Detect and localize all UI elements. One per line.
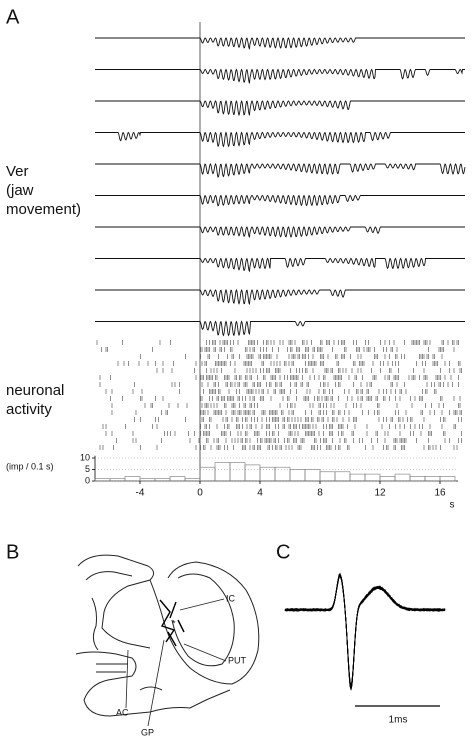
hist-bar bbox=[124, 476, 141, 482]
jaw-trace bbox=[95, 99, 465, 117]
hist-bar bbox=[169, 476, 186, 482]
asterisk: * bbox=[172, 618, 176, 628]
waveform bbox=[284, 573, 446, 691]
structure-label: PUT bbox=[228, 655, 247, 665]
x-tick-label: 8 bbox=[317, 488, 323, 499]
axis-label: (imp / 0.1 s) bbox=[6, 461, 54, 471]
hist-bar bbox=[424, 476, 441, 482]
structure-label: IC bbox=[226, 593, 236, 603]
y-tick-label: 10 bbox=[80, 452, 90, 462]
hist-bar bbox=[334, 471, 351, 482]
waveform bbox=[284, 573, 446, 690]
leader-lines bbox=[125, 598, 227, 727]
waveform bbox=[284, 575, 446, 686]
x-tick-label: 16 bbox=[434, 488, 446, 499]
jaw-trace bbox=[95, 37, 465, 50]
hist-bar bbox=[409, 476, 426, 482]
jaw-trace bbox=[95, 226, 465, 239]
y-tick-label: 5 bbox=[85, 464, 90, 474]
waveform bbox=[284, 573, 446, 688]
hist-bar bbox=[319, 471, 336, 482]
spike-waveforms bbox=[284, 572, 446, 691]
jaw-trace bbox=[95, 288, 465, 306]
hist-bar bbox=[439, 476, 456, 482]
scale-label: 1ms bbox=[389, 715, 408, 726]
x-tick-label: 12 bbox=[374, 488, 386, 499]
hist-bar bbox=[349, 473, 366, 482]
jaw-trace bbox=[95, 68, 465, 85]
raster bbox=[96, 340, 462, 450]
waveform bbox=[284, 573, 446, 689]
axis-label: movement) bbox=[6, 201, 81, 218]
axis-label: activity bbox=[6, 401, 52, 418]
panel-label: B bbox=[6, 541, 19, 563]
hist-bar bbox=[214, 462, 231, 482]
x-tick-label: 0 bbox=[197, 488, 203, 499]
hist-bar bbox=[394, 473, 411, 482]
jaw-trace bbox=[95, 257, 465, 273]
x-tick-label: -4 bbox=[136, 488, 145, 499]
x-tick-label: 4 bbox=[257, 488, 263, 499]
waveform bbox=[284, 576, 446, 689]
jaw-trace bbox=[95, 131, 465, 148]
waveform bbox=[284, 573, 446, 690]
jaw-trace bbox=[95, 162, 466, 178]
waveform bbox=[284, 575, 446, 688]
traces bbox=[95, 37, 466, 337]
recording-sites bbox=[159, 599, 185, 647]
axis-label: Ver bbox=[6, 163, 29, 180]
waveform bbox=[284, 572, 445, 691]
hist-bar bbox=[304, 469, 321, 482]
hist-bar bbox=[244, 464, 261, 482]
structure-label: GP bbox=[141, 727, 154, 737]
waveform bbox=[284, 576, 446, 687]
jaw-trace bbox=[95, 194, 465, 207]
jaw-trace bbox=[95, 320, 465, 337]
waveform bbox=[284, 575, 446, 688]
axis-label: neuronal bbox=[6, 382, 64, 399]
panel-label: A bbox=[6, 6, 20, 28]
x-unit: s bbox=[450, 500, 455, 511]
panel-label: C bbox=[276, 541, 290, 563]
y-tick-label: 0 bbox=[85, 475, 90, 485]
axis-label: (jaw bbox=[6, 182, 34, 199]
hist-bar bbox=[229, 462, 246, 482]
hist-bar bbox=[364, 473, 381, 482]
waveform bbox=[284, 575, 446, 689]
structure-label: AC bbox=[116, 707, 129, 717]
hist-bar bbox=[289, 469, 306, 482]
brain-section bbox=[75, 554, 260, 717]
hist-bar bbox=[379, 476, 396, 482]
waveform bbox=[284, 573, 446, 687]
waveform bbox=[284, 574, 446, 690]
